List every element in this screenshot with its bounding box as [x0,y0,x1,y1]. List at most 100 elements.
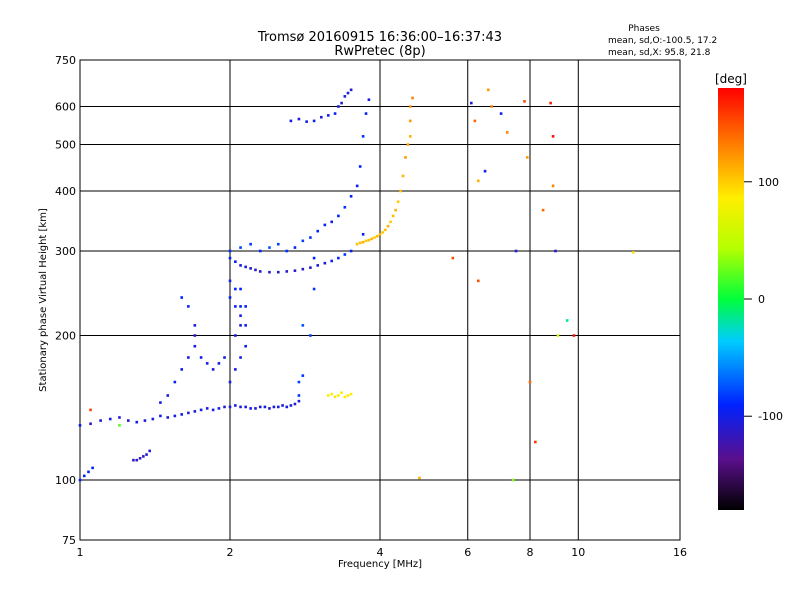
data-point [451,256,455,260]
data-point [337,256,340,260]
data-point [309,266,312,269]
data-point [343,395,347,399]
y-tick-label: 400 [55,185,76,198]
colorbar-tick-label: 0 [758,293,765,306]
x-tick-label: 2 [227,546,234,559]
data-point [367,238,371,242]
data-point [340,391,343,395]
data-point [258,249,262,253]
y-tick-label: 600 [55,101,76,114]
data-point [477,179,480,183]
data-point [408,135,412,138]
data-point [258,270,262,273]
data-point [473,119,477,123]
data-point [180,413,184,416]
data-point [143,419,147,422]
data-point [89,408,92,412]
data-point [358,165,362,168]
data-point [505,131,509,134]
data-point [166,416,170,419]
data-point [82,474,86,478]
data-point [263,405,267,409]
data-point [108,417,112,421]
data-point [239,246,242,249]
data-point [228,249,232,253]
data-point [276,270,280,274]
data-point [511,478,515,482]
data-point [355,184,359,188]
data-point [223,405,226,409]
y-axis-ticks: 75 100 200 300 400 500 600 750 [55,54,76,547]
data-point [349,249,353,253]
x-tick-label: 8 [527,546,534,559]
data-point [556,334,560,337]
data-point [268,246,271,249]
data-point [343,253,347,256]
data-point [337,394,340,397]
y-tick-label: 100 [55,474,76,487]
data-point [554,249,557,253]
data-point [173,414,177,418]
data-point [565,319,569,322]
data-point [205,362,209,365]
data-point [228,256,232,260]
data-point [244,324,247,327]
data-point [305,120,308,123]
data-point [364,239,368,243]
data-point [166,394,170,397]
data-point [523,100,526,103]
data-point [228,279,232,283]
x-axis-ticks: 1 2 4 6 8 10 16 [77,546,688,559]
data-point [217,407,221,410]
data-point [316,264,320,267]
data-point [333,395,337,399]
data-point [89,422,92,426]
data-point [358,241,362,245]
data-point [418,476,421,480]
data-point [309,334,312,337]
grid-lines [80,60,680,540]
data-point [346,91,350,95]
data-point [632,251,635,254]
data-point [399,189,402,193]
data-point [551,184,555,188]
colorbar [718,88,744,510]
data-point [396,200,400,204]
colorbar-tick-label: -100 [758,410,783,423]
data-point [525,156,529,159]
data-point [276,405,280,409]
data-point [289,119,293,123]
data-point [223,356,226,359]
data-point [239,314,242,317]
data-point [411,96,414,100]
data-point [312,256,316,260]
data-point [244,265,247,269]
stats-heading: Phases [628,24,660,34]
data-point [487,88,490,92]
data-point [234,334,237,337]
data-point [180,296,184,299]
data-point [346,394,350,397]
data-point [470,101,473,105]
data-point [293,246,297,249]
data-point [249,242,252,246]
data-point [384,228,387,232]
data-point [159,414,162,418]
data-point [132,458,135,462]
data-point [528,380,532,384]
data-point [333,112,337,115]
data-point [297,399,301,403]
data-point [343,205,347,209]
data-point [239,324,242,327]
data-point [239,405,242,409]
data-point [301,374,305,377]
data-point [91,466,94,470]
data-point [78,478,82,482]
data-point [364,112,368,115]
chart-subtitle: RwPretec (8p) [334,44,425,59]
data-point [327,114,330,117]
data-point [135,420,139,424]
data-point [549,101,552,105]
data-point [361,240,365,244]
data-point [268,270,271,274]
